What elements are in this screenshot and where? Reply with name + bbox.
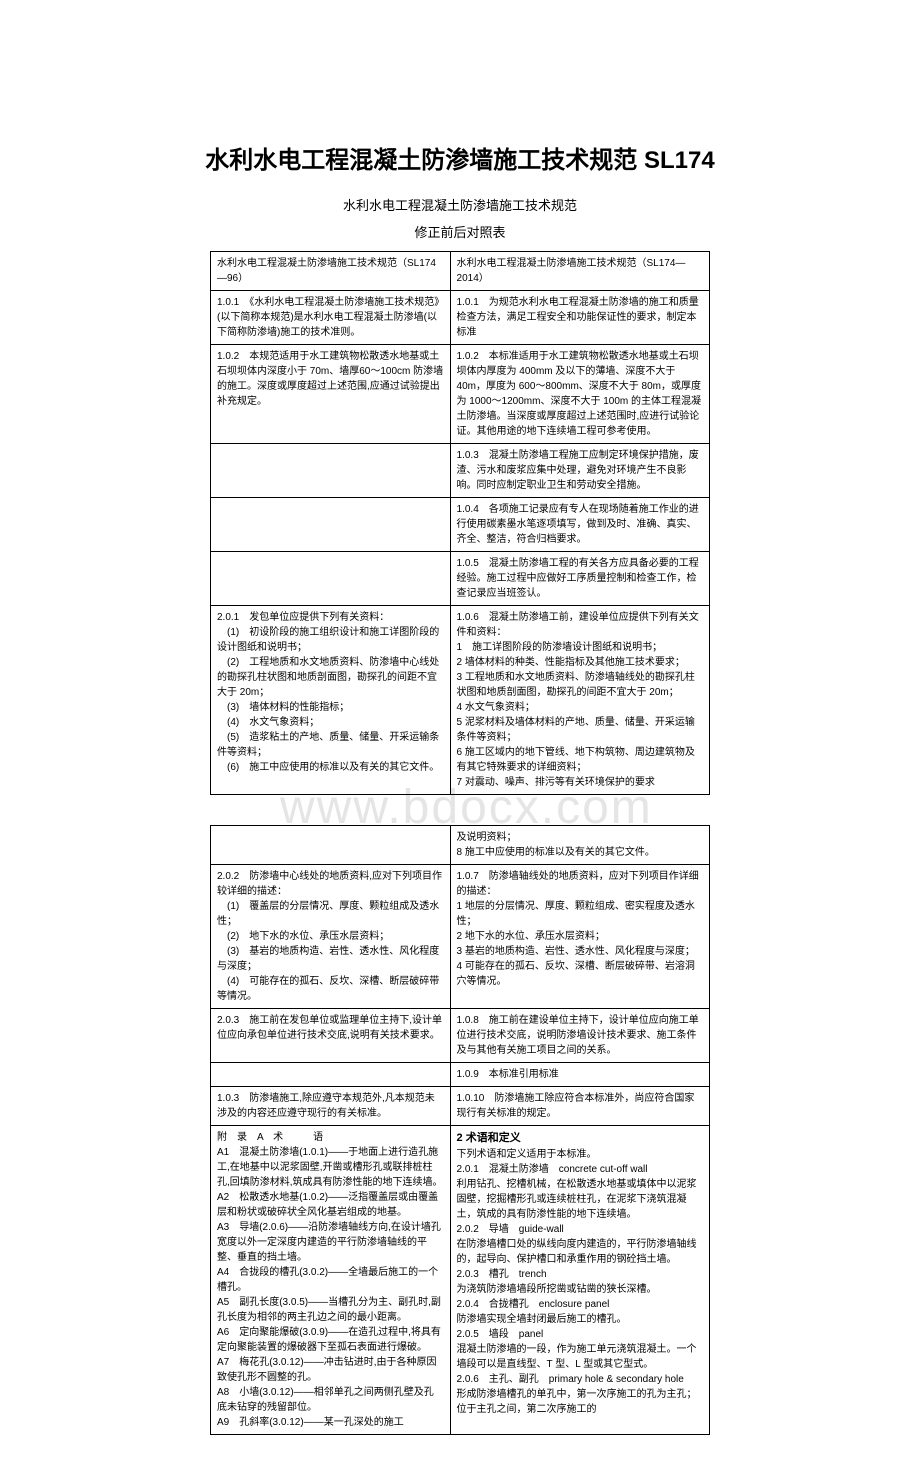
cell-left: 2.0.3 施工前在发包单位或监理单位主持下,设计单位应向承包单位进行技术交底,… bbox=[211, 1009, 451, 1063]
cell-left bbox=[211, 498, 451, 552]
cell-left: 附 录 A 术 语A1 混凝土防渗墙(1.0.1)——于地面上进行造孔施工,在地… bbox=[211, 1126, 451, 1435]
table-caption: 修正前后对照表 bbox=[0, 222, 920, 241]
cell-right: 1.0.1 为规范水利水电工程混凝土防渗墙的施工和质量检查方法，满足工程安全和功… bbox=[450, 291, 709, 345]
table-row: 1.0.3 防渗墙施工,除应遵守本规范外,凡本规范未涉及的内容还应遵守现行的有关… bbox=[211, 1087, 710, 1126]
subtitle: 水利水电工程混凝土防渗墙施工技术规范 bbox=[0, 195, 920, 214]
comparison-table-1: 水利水电工程混凝土防渗墙施工技术规范（SL174—96） 水利水电工程混凝土防渗… bbox=[210, 251, 710, 795]
cell-right: 1.0.3 混凝土防渗墙工程施工应制定环境保护措施，废渣、污水和废浆应集中处理，… bbox=[450, 444, 709, 498]
table-row: 1.0.5 混凝土防渗墙工程的有关各方应具备必要的工程经验。施工过程中应做好工序… bbox=[211, 552, 710, 606]
table-row: 2.0.1 发包单位应提供下列有关资料： (1) 初设阶段的施工组织设计和施工详… bbox=[211, 606, 710, 795]
cell-right: 1.0.8 施工前在建设单位主持下，设计单位应向施工单位进行技术交底，说明防渗墙… bbox=[450, 1009, 709, 1063]
cell-right: 1.0.7 防渗墙轴线处的地质资料，应对下列项目作详细的描述：1 地层的分层情况… bbox=[450, 865, 709, 1009]
table-row: 1.0.9 本标准引用标准 bbox=[211, 1063, 710, 1087]
table-row: 2.0.3 施工前在发包单位或监理单位主持下,设计单位应向承包单位进行技术交底,… bbox=[211, 1009, 710, 1063]
cell-left bbox=[211, 826, 451, 865]
table-row: 1.0.4 各项施工记录应有专人在现场随着施工作业的进行使用碳素墨水笔逐项填写，… bbox=[211, 498, 710, 552]
cell-left: 1.0.2 本规范适用于水工建筑物松散透水地基或土石坝坝体内深度小于 70m、墙… bbox=[211, 345, 451, 444]
table-row: 水利水电工程混凝土防渗墙施工技术规范（SL174—96） 水利水电工程混凝土防渗… bbox=[211, 252, 710, 291]
table-row: 2.0.2 防渗墙中心线处的地质资料,应对下列项目作较详细的描述： (1) 覆盖… bbox=[211, 865, 710, 1009]
table-row: 1.0.2 本规范适用于水工建筑物松散透水地基或土石坝坝体内深度小于 70m、墙… bbox=[211, 345, 710, 444]
cell-left bbox=[211, 444, 451, 498]
terms-content: 下列术语和定义适用于本标准。2.0.1 混凝土防渗墙 concrete cut-… bbox=[457, 1149, 697, 1415]
comparison-table-2: 及说明资料；8 施工中应使用的标准以及有关的其它文件。 2.0.2 防渗墙中心线… bbox=[210, 825, 710, 1435]
cell-left: 1.0.1 《水利水电工程混凝土防渗墙施工技术规范》(以下简称本规范)是水利水电… bbox=[211, 291, 451, 345]
cell-left: 水利水电工程混凝土防渗墙施工技术规范（SL174—96） bbox=[211, 252, 451, 291]
table-row: 及说明资料；8 施工中应使用的标准以及有关的其它文件。 bbox=[211, 826, 710, 865]
table-row: 附 录 A 术 语A1 混凝土防渗墙(1.0.1)——于地面上进行造孔施工,在地… bbox=[211, 1126, 710, 1435]
cell-left bbox=[211, 1063, 451, 1087]
cell-right: 水利水电工程混凝土防渗墙施工技术规范（SL174—2014） bbox=[450, 252, 709, 291]
cell-left bbox=[211, 552, 451, 606]
cell-right: 1.0.4 各项施工记录应有专人在现场随着施工作业的进行使用碳素墨水笔逐项填写，… bbox=[450, 498, 709, 552]
cell-right: 2 术语和定义 下列术语和定义适用于本标准。2.0.1 混凝土防渗墙 concr… bbox=[450, 1126, 709, 1435]
cell-left: 2.0.2 防渗墙中心线处的地质资料,应对下列项目作较详细的描述： (1) 覆盖… bbox=[211, 865, 451, 1009]
cell-right: 及说明资料；8 施工中应使用的标准以及有关的其它文件。 bbox=[450, 826, 709, 865]
table-row: 1.0.3 混凝土防渗墙工程施工应制定环境保护措施，废渣、污水和废浆应集中处理，… bbox=[211, 444, 710, 498]
cell-right: 1.0.10 防渗墙施工除应符合本标准外，尚应符合国家现行有关标准的规定。 bbox=[450, 1087, 709, 1126]
cell-right: 1.0.5 混凝土防渗墙工程的有关各方应具备必要的工程经验。施工过程中应做好工序… bbox=[450, 552, 709, 606]
page-title: 水利水电工程混凝土防渗墙施工技术规范 SL174 bbox=[0, 140, 920, 175]
cell-left: 2.0.1 发包单位应提供下列有关资料： (1) 初设阶段的施工组织设计和施工详… bbox=[211, 606, 451, 795]
cell-left: 1.0.3 防渗墙施工,除应遵守本规范外,凡本规范未涉及的内容还应遵守现行的有关… bbox=[211, 1087, 451, 1126]
terms-header: 2 术语和定义 bbox=[457, 1132, 521, 1144]
cell-right: 1.0.6 混凝土防渗墙工前，建设单位应提供下列有关文件和资料：1 施工详图阶段… bbox=[450, 606, 709, 795]
cell-right: 1.0.2 本标准适用于水工建筑物松散透水地基或土石坝坝体内厚度为 400mm … bbox=[450, 345, 709, 444]
table-row: 1.0.1 《水利水电工程混凝土防渗墙施工技术规范》(以下简称本规范)是水利水电… bbox=[211, 291, 710, 345]
cell-right: 1.0.9 本标准引用标准 bbox=[450, 1063, 709, 1087]
